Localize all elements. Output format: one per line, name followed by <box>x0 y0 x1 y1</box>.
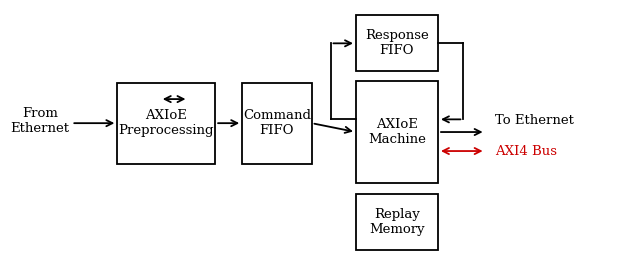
Text: AXIoE
Preprocessing: AXIoE Preprocessing <box>118 109 214 137</box>
Bar <box>117 83 215 164</box>
Bar <box>356 16 438 71</box>
Text: Replay
Memory: Replay Memory <box>369 208 425 236</box>
Bar <box>356 81 438 183</box>
Bar <box>242 83 312 164</box>
Text: AXI4 Bus: AXI4 Bus <box>495 145 557 157</box>
Text: Command
FIFO: Command FIFO <box>243 109 311 137</box>
Bar <box>356 194 438 250</box>
Text: From
Ethernet: From Ethernet <box>10 107 69 135</box>
Text: AXIoE
Machine: AXIoE Machine <box>368 118 426 146</box>
Text: Response
FIFO: Response FIFO <box>365 29 429 57</box>
Text: To Ethernet: To Ethernet <box>495 114 574 127</box>
